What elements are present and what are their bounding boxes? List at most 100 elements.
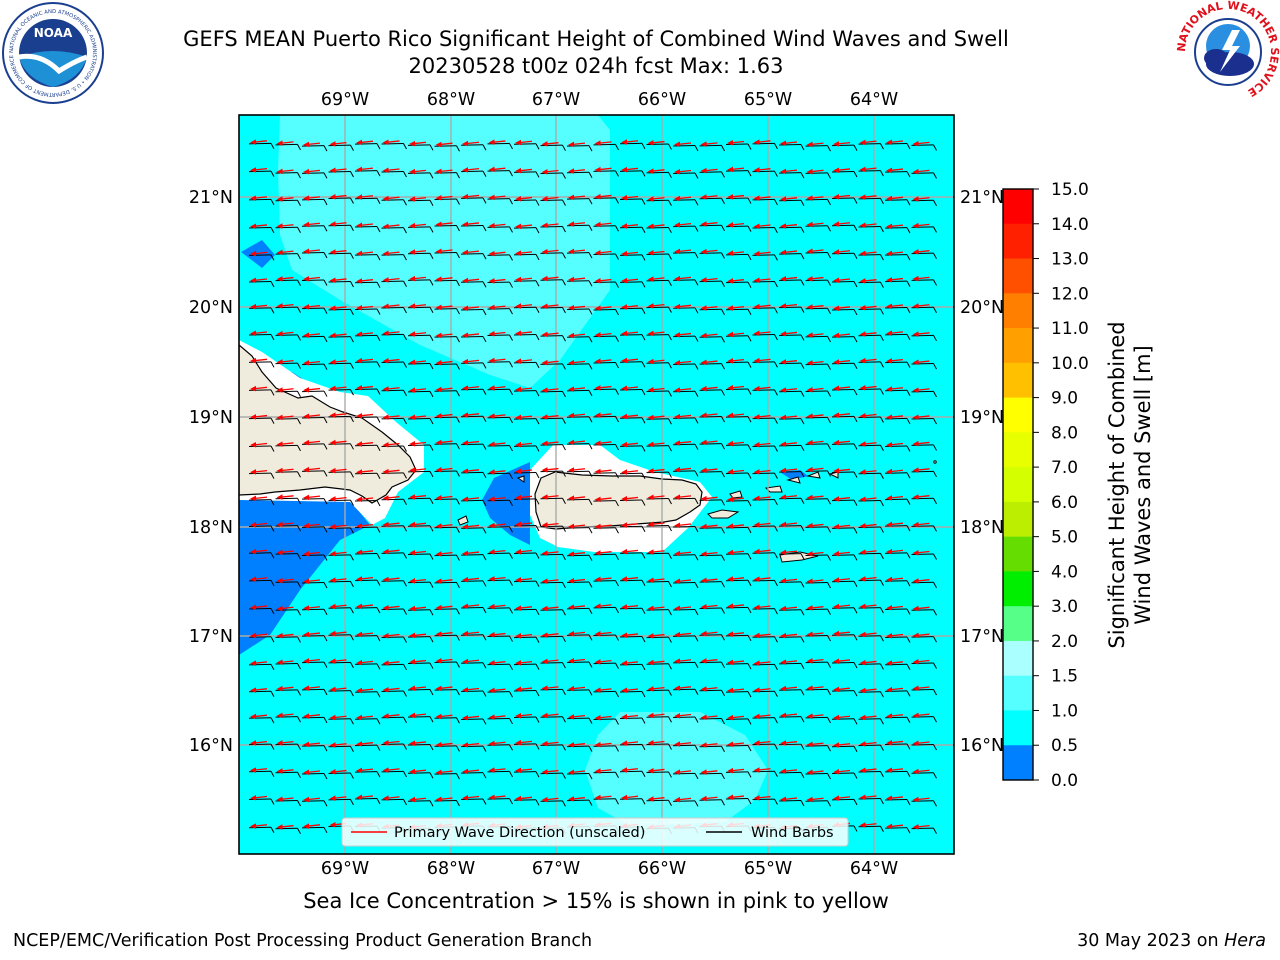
wind-wave-vector <box>328 141 354 151</box>
wind-wave-vector <box>778 685 805 696</box>
wind-wave-vector <box>805 769 831 780</box>
wind-wave-vector <box>911 494 937 504</box>
wind-wave-vector <box>513 223 540 234</box>
wind-wave-vector <box>672 658 699 669</box>
wind-wave-vector <box>248 385 275 396</box>
wind-wave-vector <box>672 168 699 179</box>
wind-wave-vector <box>646 796 672 806</box>
wind-wave-vector <box>328 439 354 450</box>
wind-wave-vector <box>354 549 381 560</box>
colorbar-tick-label: 12.0 <box>1051 284 1089 304</box>
wind-wave-vector <box>328 221 354 232</box>
wind-wave-vector <box>646 577 672 588</box>
wind-wave-vector <box>248 303 275 314</box>
wind-wave-vector <box>460 193 487 204</box>
wind-wave-vector <box>778 577 805 588</box>
wind-wave-vector <box>381 139 407 150</box>
wind-wave-vector <box>593 550 619 560</box>
wind-wave-vector <box>699 194 725 205</box>
wind-wave-vector <box>460 687 487 697</box>
footer-date-text: 30 May 2023 on <box>1077 931 1225 951</box>
wind-wave-vector <box>884 386 911 397</box>
wind-wave-vector <box>540 712 566 723</box>
wind-wave-vector <box>699 495 725 506</box>
colorbar-segment <box>1003 501 1033 538</box>
wind-wave-vector <box>328 714 354 725</box>
lat-label-left: 19°N <box>189 408 233 428</box>
wind-wave-vector <box>513 139 540 150</box>
wind-wave-vector <box>672 440 699 450</box>
wind-wave-vector <box>354 357 381 368</box>
colorbar-tick-label: 15.0 <box>1051 180 1089 200</box>
wind-wave-vector <box>381 548 407 559</box>
wind-wave-vector <box>407 740 434 751</box>
wind-wave-vector <box>275 140 301 151</box>
wind-wave-vector <box>725 549 752 560</box>
wind-wave-vector <box>381 604 407 615</box>
wind-wave-vector <box>540 222 566 233</box>
wind-wave-vector <box>487 714 513 725</box>
wind-wave-vector <box>434 413 460 423</box>
wind-wave-vector <box>646 386 672 397</box>
wind-wave-vector <box>805 685 831 696</box>
wind-wave-vector <box>831 630 858 641</box>
colorbar-segment <box>1003 745 1033 781</box>
wind-wave-vector <box>407 387 434 398</box>
wind-wave-vector <box>699 332 725 343</box>
lon-label-bottom: 66°W <box>638 859 686 879</box>
wind-wave-vector <box>407 359 434 370</box>
wind-wave-vector <box>752 139 778 150</box>
wind-wave-vector <box>884 548 911 559</box>
wind-wave-vector <box>593 523 619 534</box>
wind-wave-vector <box>328 742 354 753</box>
wind-wave-vector <box>805 741 831 752</box>
lat-label-left: 20°N <box>189 298 233 318</box>
wind-wave-vector <box>699 658 725 668</box>
wind-wave-vector <box>407 578 434 588</box>
wind-wave-vector <box>460 221 487 232</box>
wind-wave-vector <box>354 631 381 642</box>
legend-wave-label: Primary Wave Direction (unscaled) <box>394 825 645 841</box>
wind-wave-vector <box>778 632 805 643</box>
wind-wave-vector <box>513 414 540 425</box>
wind-wave-vector <box>540 685 566 696</box>
wind-wave-vector <box>487 496 513 507</box>
wind-wave-vector <box>301 522 328 533</box>
wind-wave-vector <box>513 795 540 806</box>
wind-wave-vector <box>513 441 540 452</box>
wind-wave-vector <box>778 168 805 179</box>
sea-ice-caption: Sea Ice Concentration > 15% is shown in … <box>303 889 889 913</box>
wind-wave-vector <box>407 549 434 560</box>
wind-wave-vector <box>487 576 513 586</box>
wind-wave-vector <box>858 166 884 177</box>
wind-wave-vector <box>831 249 858 259</box>
wind-wave-vector <box>275 740 301 750</box>
wind-wave-vector <box>460 742 487 752</box>
wind-wave-vector <box>805 168 831 179</box>
wind-wave-vector <box>513 712 540 723</box>
wind-wave-vector <box>540 303 566 314</box>
wind-wave-vector <box>354 659 381 670</box>
wind-wave-vector <box>831 550 858 561</box>
wind-wave-vector <box>752 441 778 452</box>
wind-wave-vector <box>619 522 646 533</box>
wind-wave-vector <box>513 739 540 750</box>
wind-wave-vector <box>672 685 699 696</box>
wind-wave-vector <box>911 550 937 560</box>
wind-wave-vector <box>407 331 434 342</box>
wind-wave-vector <box>699 769 725 780</box>
wind-wave-vector <box>778 712 805 723</box>
wind-wave-vector <box>593 358 619 369</box>
wind-wave-vector <box>354 714 381 725</box>
wind-wave-vector <box>407 659 434 669</box>
wind-wave-vector <box>434 631 460 641</box>
wind-wave-vector <box>911 275 937 286</box>
wind-wave-vector <box>487 660 513 670</box>
colorbar-segment <box>1003 258 1033 294</box>
wind-wave-vector <box>566 467 593 477</box>
wind-wave-vector <box>301 439 328 450</box>
wind-wave-vector <box>831 603 858 614</box>
footer-date: 30 May 2023 on Hera <box>1077 931 1266 951</box>
lon-label-bottom: 65°W <box>744 859 792 879</box>
wind-wave-vector <box>487 304 513 315</box>
